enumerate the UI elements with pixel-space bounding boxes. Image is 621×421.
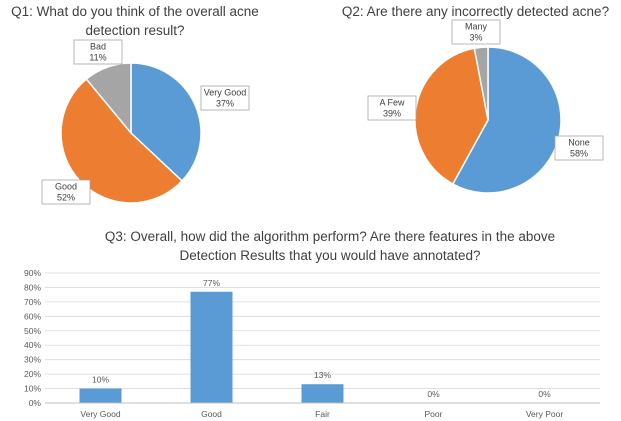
chart-title: Q2: Are there any incorrectly detected a… <box>341 4 610 19</box>
y-tick-label: 40% <box>24 340 41 350</box>
slice-label: Bad <box>90 42 106 52</box>
bar <box>79 388 122 403</box>
y-tick-label: 20% <box>24 369 41 379</box>
bar <box>190 291 233 403</box>
chart-title: Q1: What do you think of the overall acn… <box>11 4 259 38</box>
y-tick-label: 70% <box>24 297 41 307</box>
x-tick-label: Very Poor <box>526 409 563 419</box>
y-tick-label: 90% <box>24 268 41 278</box>
x-tick-label: Very Good <box>80 409 120 419</box>
data-label: 0% <box>538 389 551 399</box>
y-tick-label: 80% <box>24 282 41 292</box>
label-box <box>73 39 123 65</box>
label-box <box>554 135 604 161</box>
label-box <box>451 19 501 45</box>
pie-slice <box>130 62 202 182</box>
slice-value: 39% <box>383 109 401 119</box>
slice-value: 11% <box>89 53 106 63</box>
y-tick-label: 60% <box>24 311 41 321</box>
data-label: 77% <box>203 278 220 288</box>
y-tick-label: 0% <box>29 398 42 408</box>
slice-label: None <box>568 138 590 148</box>
slice-value: 52% <box>57 193 75 203</box>
slice-value: 58% <box>570 149 588 159</box>
data-label: 10% <box>92 375 109 385</box>
slice-label: Good <box>55 182 77 192</box>
pie-slice <box>473 46 489 121</box>
label-box <box>367 95 417 121</box>
slice-value: 3% <box>469 33 482 43</box>
x-tick-label: Poor <box>425 409 443 419</box>
label-box <box>200 85 250 111</box>
chart-title: Q3: Overall, how did the algorithm perfo… <box>104 229 556 263</box>
label-box <box>41 179 91 205</box>
x-tick-label: Good <box>201 409 222 419</box>
bar <box>301 384 344 403</box>
x-tick-label: Fair <box>315 409 330 419</box>
y-tick-label: 10% <box>24 384 41 394</box>
data-label: 0% <box>427 389 440 399</box>
data-label: 13% <box>314 370 331 380</box>
slice-value: 37% <box>216 99 234 109</box>
pie-slice <box>85 62 132 136</box>
y-tick-label: 50% <box>24 326 41 336</box>
slice-label: Many <box>465 22 488 32</box>
y-tick-label: 30% <box>24 355 41 365</box>
slice-label: Very Good <box>204 88 247 98</box>
slice-label: A Few <box>379 98 405 108</box>
